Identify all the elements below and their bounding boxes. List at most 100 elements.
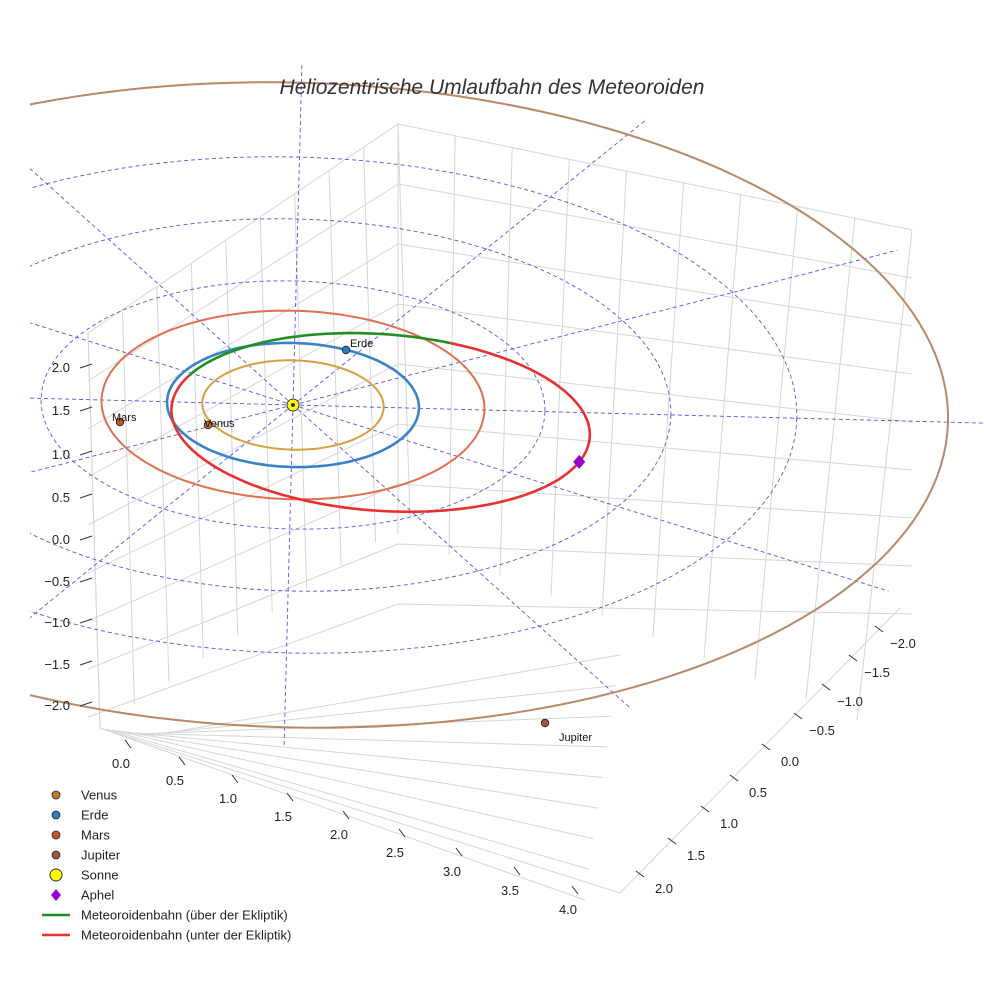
- z-tick-label: 1.0: [52, 447, 70, 462]
- z-tick-label: −1.0: [44, 615, 70, 630]
- plot-area: [30, 64, 984, 746]
- grid-line: [87, 543, 913, 670]
- y-tick-label: −2.0: [890, 636, 916, 651]
- y-tick-mark: [667, 837, 677, 845]
- x-tick-mark: [398, 828, 406, 838]
- marker-aphel: [573, 454, 586, 469]
- legend-label: Erde: [81, 808, 108, 823]
- z-tick-mark: [79, 363, 93, 369]
- grid-line: [805, 218, 856, 700]
- marker-mars: [115, 417, 125, 427]
- ecliptic-spoke: [30, 168, 294, 406]
- grid-line: [131, 732, 607, 748]
- legend-marker: [51, 850, 61, 860]
- ecliptic-spoke: [283, 404, 294, 746]
- grid-line: [87, 303, 913, 478]
- label-jupiter: Jupiter: [559, 732, 592, 744]
- orbit-mars: [100, 309, 486, 501]
- ecliptic-spoke: [292, 64, 303, 406]
- label-mars: Mars: [112, 412, 137, 424]
- grid-line: [550, 159, 570, 597]
- label-erde: Erde: [350, 338, 373, 350]
- grid-line: [363, 147, 377, 543]
- grid-line: [259, 216, 273, 612]
- z-tick-mark: [79, 406, 93, 412]
- legend-label: Venus: [81, 788, 118, 803]
- grid-line: [499, 147, 513, 576]
- y-tick-label: 1.5: [687, 848, 705, 863]
- ecliptic-spoke: [292, 404, 984, 424]
- y-tick-mark: [700, 805, 710, 813]
- grid-line: [856, 229, 913, 721]
- grid-line: [619, 607, 901, 894]
- grid-line: [601, 171, 627, 617]
- ecliptic-spoke: [292, 249, 898, 406]
- marker-sun-core: [291, 403, 295, 407]
- chart-title: Heliozentrische Umlaufbahn des Meteoroid…: [280, 76, 705, 99]
- legend-label: Mars: [81, 828, 110, 843]
- x-tick-label: 1.0: [219, 791, 237, 806]
- grid-line: [99, 727, 621, 894]
- y-tick-mark: [729, 774, 739, 782]
- grid-line: [87, 243, 913, 430]
- y-tick-label: −0.5: [809, 723, 835, 738]
- grid-line: [137, 715, 612, 735]
- grid-line: [754, 206, 799, 679]
- orbit-jupiter: [30, 81, 950, 729]
- y-tick-label: 2.0: [655, 881, 673, 896]
- grid-line: [106, 728, 590, 870]
- ecliptic-ring: [40, 280, 546, 530]
- marker-erde: [341, 345, 351, 355]
- legend-label: Aphel: [81, 888, 114, 903]
- legend: Venus Erde Mars Jupiter Sonne Aphel Meteoroide…: [42, 788, 291, 943]
- z-tick-label: −0.5: [44, 574, 70, 589]
- x-tick-label: 2.0: [330, 827, 348, 842]
- x-tick-mark: [455, 847, 463, 857]
- grid-line: [121, 309, 135, 705]
- ecliptic-spoke: [30, 397, 294, 406]
- x-tick-mark: [178, 756, 186, 766]
- body-markers: Venus Erde Mars Jupiter: [112, 338, 592, 744]
- grid-line: [397, 123, 411, 520]
- x-tick-label: 4.0: [559, 902, 577, 917]
- grid-line: [652, 182, 685, 638]
- grid-line: [294, 193, 308, 589]
- z-tick-mark: [79, 701, 93, 707]
- z-tick-mark: [79, 450, 93, 456]
- grid-line: [143, 685, 616, 736]
- meteoroid-above-ecliptic: [188, 331, 451, 377]
- y-tick-label: 1.0: [720, 816, 738, 831]
- y-tick-mark: [793, 712, 803, 720]
- grid-line: [87, 363, 913, 526]
- z-tick-mark: [79, 535, 93, 541]
- x-tick-label: 1.5: [274, 809, 292, 824]
- x-tick-mark: [342, 810, 350, 820]
- ecliptic-spoke: [292, 404, 632, 710]
- legend-label: Meteoroidenbahn (unter der Ekliptik): [81, 928, 291, 943]
- grid-line: [99, 727, 586, 901]
- grid-line: [328, 170, 342, 566]
- ecliptic-spoke: [292, 118, 648, 406]
- ecliptic-spoke: [30, 404, 294, 619]
- legend-marker: [49, 868, 63, 882]
- meteoroid-below-ecliptic: [450, 341, 592, 446]
- grid-line: [87, 423, 913, 574]
- legend-label: Meteoroidenbahn (über der Ekliptik): [81, 908, 288, 923]
- marker-jupiter: [540, 718, 550, 728]
- axis-ticks: −2.0−1.5−1.0−0.50.00.51.01.52.00.00.51.0…: [44, 360, 916, 917]
- x-tick-mark: [571, 885, 579, 895]
- grid-line: [149, 654, 621, 737]
- z-tick-label: −1.5: [44, 657, 70, 672]
- ecliptic-spoke: [292, 404, 889, 592]
- grid-line: [87, 483, 913, 622]
- z-tick-mark: [79, 618, 93, 624]
- x-tick-label: 0.0: [112, 756, 130, 771]
- x-tick-mark: [286, 792, 294, 802]
- x-tick-label: 2.5: [386, 845, 404, 860]
- meteoroid-orbit: [170, 331, 592, 514]
- legend-marker: [51, 790, 61, 800]
- y-tick-mark: [874, 625, 884, 633]
- x-tick-label: 0.5: [166, 773, 184, 788]
- z-tick-mark: [79, 493, 93, 499]
- y-tick-label: 0.0: [781, 754, 799, 769]
